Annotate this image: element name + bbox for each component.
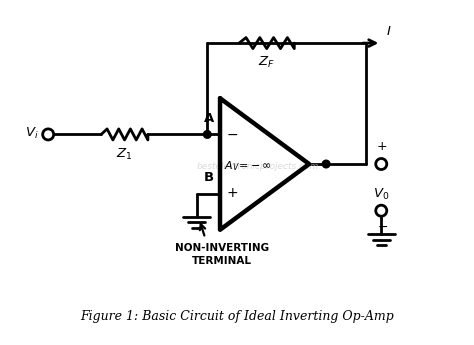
- Circle shape: [322, 160, 330, 168]
- Text: Figure 1: Basic Circuit of Ideal Inverting Op-Amp: Figure 1: Basic Circuit of Ideal Inverti…: [80, 310, 394, 323]
- Text: $V_0$: $V_0$: [373, 187, 390, 203]
- Text: A: A: [204, 112, 215, 125]
- Text: $V_i$: $V_i$: [25, 126, 39, 141]
- Text: $+$: $+$: [376, 140, 388, 152]
- Text: B: B: [203, 171, 214, 184]
- Text: bestelectronicprojects.com: bestelectronicprojects.com: [197, 162, 319, 171]
- Text: $Z_1$: $Z_1$: [117, 147, 133, 162]
- Text: $Z_F$: $Z_F$: [258, 55, 275, 70]
- Text: NON-INVERTING
TERMINAL: NON-INVERTING TERMINAL: [175, 243, 269, 266]
- Circle shape: [203, 131, 211, 138]
- Text: $I$: $I$: [385, 25, 391, 38]
- Text: $A_V\!=\!-\infty$: $A_V\!=\!-\infty$: [224, 159, 272, 173]
- Text: $-$: $-$: [376, 220, 388, 233]
- Text: $+$: $+$: [226, 186, 238, 200]
- Text: $-$: $-$: [226, 127, 238, 141]
